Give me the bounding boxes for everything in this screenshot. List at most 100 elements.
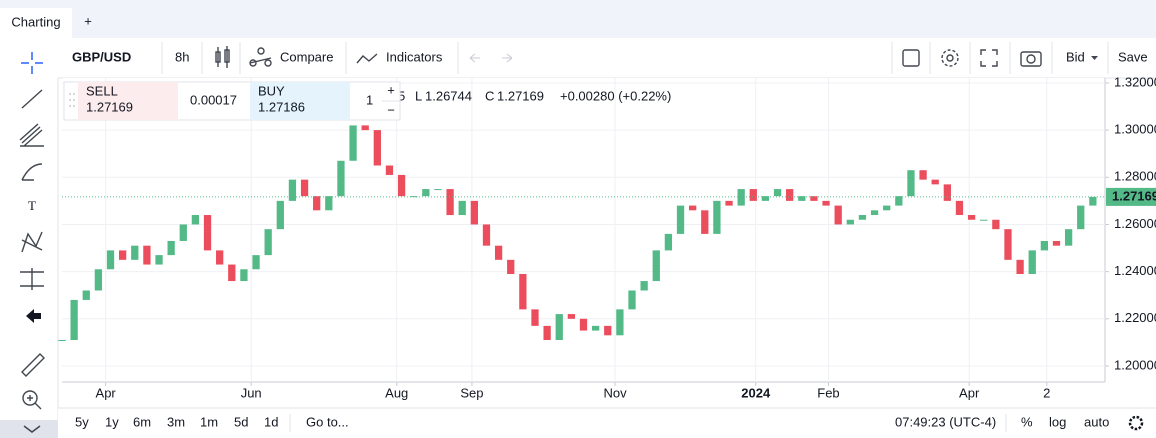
goto[interactable]: Go to... (306, 414, 349, 429)
candle-body (203, 215, 212, 251)
x-tick-label: 2 (1043, 385, 1050, 400)
last-price-tag (1106, 187, 1156, 206)
clock: 07:49:23 (UTC-4) (895, 414, 996, 429)
settings-icon[interactable] (941, 49, 959, 67)
quantity[interactable]: 1 (366, 92, 373, 107)
trendline-tool[interactable] (21, 89, 43, 109)
redo[interactable] (502, 53, 513, 63)
text-tool[interactable]: T (28, 198, 36, 213)
candle-body (167, 240, 175, 256)
crosshair-tool[interactable] (21, 52, 43, 74)
x-tick-label: Apr (959, 385, 980, 400)
spread: 0.00017 (190, 92, 237, 107)
sell-label[interactable]: SELL (86, 83, 118, 98)
range-button[interactable]: 5y (75, 414, 89, 429)
compare-button[interactable]: Compare (280, 49, 333, 64)
y-tick-label: 1.30000 (1114, 122, 1156, 137)
candle-body (870, 210, 879, 216)
back-tool[interactable] (26, 309, 41, 323)
buy-label[interactable]: BUY (258, 83, 285, 98)
dropdown-arrow[interactable] (1091, 56, 1098, 60)
zoom-tool[interactable] (22, 390, 38, 406)
range-button[interactable]: 3m (167, 414, 185, 429)
settings-button[interactable] (1128, 415, 1144, 431)
candle-body (858, 215, 867, 220)
save-button[interactable]: Save (1118, 49, 1148, 64)
range-button[interactable]: 6m (133, 414, 151, 429)
candle-body (507, 259, 515, 274)
interval[interactable]: 8h (175, 49, 189, 64)
toggle-arrow[interactable] (23, 425, 41, 433)
candle-body (591, 325, 600, 331)
percent-toggle[interactable]: % (1021, 414, 1033, 429)
candle-body (1004, 229, 1012, 260)
candle-body (628, 290, 636, 310)
new-tab[interactable]: + (84, 13, 92, 28)
candle-body (143, 245, 151, 265)
candle-body (955, 200, 964, 216)
prediction-tool[interactable] (20, 268, 44, 290)
indicators-button[interactable]: Indicators (386, 49, 443, 64)
x-tick-label: Nov (603, 385, 627, 400)
range-button[interactable]: 1m (200, 414, 218, 429)
settings-icon-core[interactable] (946, 54, 954, 62)
indicators-icon[interactable] (356, 53, 378, 64)
candle-body (907, 170, 915, 197)
drag-handle[interactable] (69, 93, 75, 107)
quantity-plus[interactable]: + (387, 82, 395, 97)
y-tick-label: 1.28000 (1114, 169, 1156, 184)
candle-body (361, 125, 369, 131)
undo[interactable] (469, 53, 480, 63)
candle-body (579, 318, 588, 331)
candle-body (434, 189, 442, 191)
candle-body (749, 189, 757, 201)
sell-price[interactable]: 1.27169 (86, 99, 133, 114)
range-button[interactable]: 5d (234, 414, 248, 429)
buy-price[interactable]: 1.27186 (258, 99, 305, 114)
price-side[interactable]: Bid (1066, 49, 1085, 64)
buy-button[interactable] (250, 82, 350, 120)
snapshot-lens[interactable] (1026, 54, 1036, 64)
candle-body (82, 290, 90, 300)
candle-body (786, 189, 794, 201)
candle-body (883, 205, 891, 211)
range-button[interactable]: 1d (264, 414, 278, 429)
auto-toggle[interactable]: auto (1084, 414, 1109, 429)
x-tick-label: Sep (460, 385, 483, 400)
zoom-tool-plus[interactable] (27, 395, 42, 410)
candle-body (834, 205, 842, 225)
symbol[interactable]: GBP/USD (72, 49, 131, 64)
fullscreen-icon[interactable] (980, 49, 998, 67)
chart-pane[interactable] (62, 78, 1105, 382)
tab-label[interactable]: Charting (11, 14, 60, 29)
range-button[interactable]: 1y (105, 414, 119, 429)
candle-body (446, 189, 454, 216)
candle-body (567, 314, 576, 319)
brush-tool[interactable] (21, 163, 43, 181)
candle-body (288, 179, 297, 201)
y-tick-label: 1.22000 (1114, 310, 1156, 325)
bottom-bar (58, 408, 1156, 438)
sell-button[interactable] (78, 82, 178, 120)
legend-fragment: 5 (398, 88, 405, 103)
ruler-tool[interactable] (21, 353, 45, 377)
fib-tool[interactable] (19, 123, 44, 147)
pattern-tool[interactable] (21, 231, 43, 253)
legend-low: 1.26744 (425, 88, 472, 103)
log-toggle[interactable]: log (1049, 414, 1066, 429)
quantity-minus[interactable]: − (387, 102, 395, 117)
candle-body (822, 200, 830, 206)
legend-close: 1.27169 (497, 88, 544, 103)
candle-body (264, 229, 272, 256)
candle-body (798, 196, 806, 201)
snapshot-icon[interactable] (1020, 51, 1042, 67)
tab[interactable] (0, 8, 72, 38)
y-tick-label: 1.24000 (1114, 263, 1156, 278)
candle-body (482, 224, 491, 246)
candle-body (131, 245, 139, 260)
candle-body (761, 196, 770, 201)
y-tick-label: 1.20000 (1114, 357, 1156, 372)
chart-type-icon[interactable] (215, 46, 230, 68)
compare-icon[interactable] (249, 47, 272, 67)
layout-icon[interactable] (902, 49, 920, 67)
